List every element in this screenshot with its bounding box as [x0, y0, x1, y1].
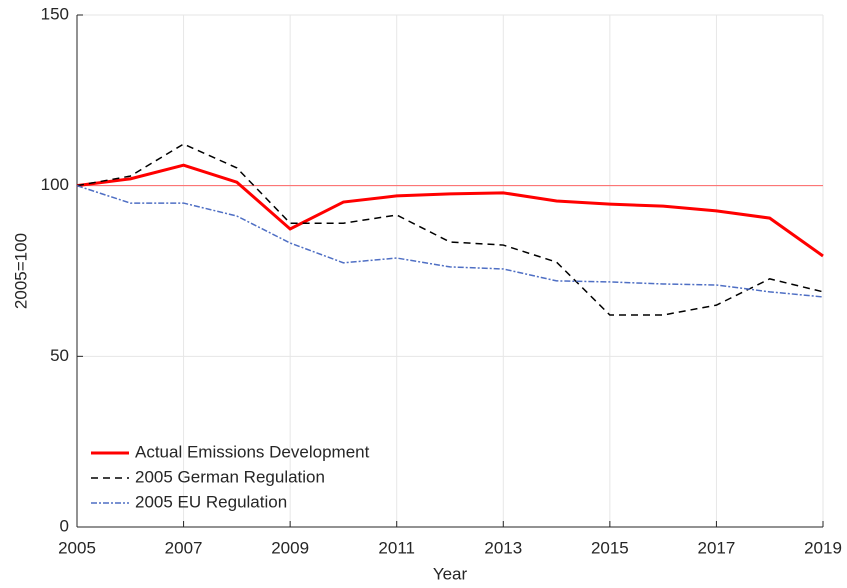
series-line — [76, 163, 824, 258]
x-tick-label: 2019 — [804, 538, 842, 557]
legend-label: Actual Emissions Development — [135, 442, 370, 461]
y-tick-label: 100 — [41, 175, 69, 194]
x-axis-label: Year — [433, 564, 468, 583]
legend-label: 2005 EU Regulation — [135, 492, 287, 511]
x-tick-label: 2013 — [484, 538, 522, 557]
series-line — [76, 143, 824, 316]
y-tick-label: 0 — [60, 516, 69, 535]
x-tick-label: 2017 — [698, 538, 736, 557]
y-tick-label: 50 — [50, 346, 69, 365]
x-tick-label: 2015 — [591, 538, 629, 557]
x-tick-label: 2005 — [58, 538, 96, 557]
y-axis-label: 2005=100 — [11, 233, 30, 309]
x-tick-label: 2009 — [271, 538, 309, 557]
y-tick-label: 150 — [41, 4, 69, 23]
series-line — [76, 184, 824, 298]
x-tick-label: 2007 — [165, 538, 203, 557]
legend-label: 2005 German Regulation — [135, 467, 325, 486]
x-tick-label: 2011 — [378, 538, 415, 557]
